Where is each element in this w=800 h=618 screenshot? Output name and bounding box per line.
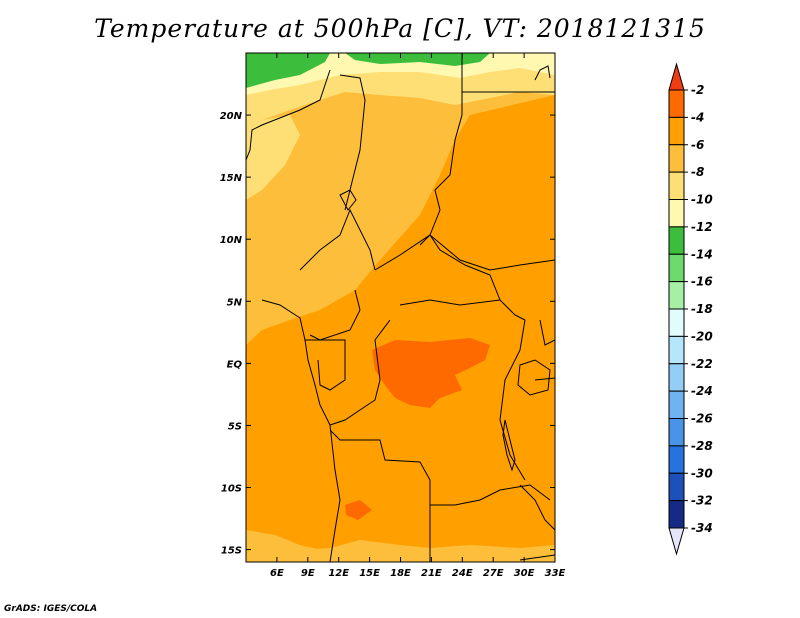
lon-tick-label: 6E — [270, 568, 284, 579]
colorbar-box — [668, 472, 685, 502]
lon-tick-label: 15E — [359, 568, 380, 579]
colorbar-box — [668, 418, 685, 447]
field-band-minus10-minus12 — [246, 53, 555, 95]
border-gabon — [305, 339, 346, 391]
lat-tick-label: 5N — [227, 297, 243, 308]
border-chad-sudan — [419, 53, 463, 246]
lat-tick-label: 10S — [221, 484, 242, 495]
border-uganda-kenya — [534, 377, 555, 381]
border-car-drc — [399, 299, 526, 321]
coastline-west-africa — [246, 69, 331, 161]
colorbar-level-label: -28 — [691, 439, 713, 453]
colorbar-triangle-top — [668, 62, 685, 91]
lon-tick-label: 27E — [483, 568, 504, 579]
border-cameroon-congo — [309, 289, 361, 341]
colorbar-level-label: -32 — [691, 494, 713, 508]
border-drc-angola — [329, 429, 455, 506]
colorbar: -2 -4 -6 -8 -10 -12 -14 -16 -18 -20 -22 -24 -26 -28 -3… — [668, 62, 713, 556]
colorbar-box — [668, 363, 685, 392]
colorbar-level-label: -20 — [691, 329, 713, 343]
coastline-angola — [329, 424, 341, 562]
colorbar-box — [668, 89, 685, 118]
coastline-gabon-cameroon — [261, 299, 331, 426]
country-borders — [246, 53, 555, 562]
lake-tanganyika — [502, 419, 516, 472]
colorbar-level-label: -12 — [691, 220, 713, 234]
field-band-minus8-south — [246, 530, 350, 562]
colorbar-box — [668, 281, 685, 310]
colorbar-level-label: -30 — [691, 466, 713, 480]
colorbar-box — [668, 226, 685, 255]
colorbar-box — [668, 308, 685, 337]
colorbar-level-label: -14 — [691, 247, 713, 261]
latitude-axis: 20N 15N 10N 5N EQ 5S 10S 15S — [220, 111, 555, 557]
colorbar-level-label: -18 — [691, 302, 713, 316]
colorbar-level-label: -2 — [691, 83, 704, 97]
colorbar-box — [668, 199, 685, 228]
lat-tick-label: EQ — [227, 359, 243, 370]
lon-tick-label: 12E — [328, 568, 349, 579]
border-nigeria-cameroon — [299, 208, 376, 271]
credit-text: GrADS: IGES/COLA — [4, 604, 98, 614]
lon-tick-label: 30E — [514, 568, 535, 579]
longitude-axis: 6E 9E 12E 15E 18E 21E 24E 27E 30E 33E — [270, 53, 566, 579]
colorbar-box — [668, 390, 685, 419]
field-band-minus12-minus14 — [246, 53, 330, 88]
colorbar-level-label: -10 — [691, 193, 713, 207]
border-drc-east — [499, 319, 526, 481]
colorbar-box — [668, 445, 685, 474]
colorbar-level-label: -8 — [691, 165, 704, 179]
border-zambia — [454, 484, 551, 506]
colorbar-box — [668, 335, 685, 365]
field-band-minus8-minus10-west — [246, 115, 300, 200]
field-band-minus12-minus14-north — [345, 53, 490, 66]
lon-tick-label: 9E — [301, 568, 315, 579]
border-congo-drc — [329, 319, 391, 426]
colorbar-box — [668, 500, 685, 529]
border-sudan-south — [429, 234, 555, 271]
colorbar-level-label: -34 — [691, 521, 713, 535]
colorbar-level-label: -26 — [691, 412, 713, 426]
lake-victoria — [517, 359, 551, 396]
lat-tick-label: 5S — [228, 421, 242, 432]
colorbar-level-label: -24 — [691, 384, 713, 398]
field-band-minus2-minus4 — [372, 338, 490, 408]
nile-sinai — [534, 65, 551, 81]
border-south — [519, 554, 555, 561]
lake-chad — [339, 189, 357, 211]
colorbar-level-label: -22 — [691, 357, 713, 371]
lon-tick-label: 18E — [390, 568, 411, 579]
lon-tick-label: 33E — [545, 568, 566, 579]
field-band-minus4-minus6 — [246, 95, 555, 550]
colorbar-box — [668, 116, 685, 146]
lat-tick-label: 20N — [220, 111, 243, 122]
lon-tick-label: 24E — [452, 568, 473, 579]
chart-title: Temperature at 500hPa [C], VT: 201812131… — [94, 14, 706, 43]
colorbar-box — [668, 144, 685, 173]
colorbar-level-label: -4 — [691, 110, 704, 124]
colorbar-box — [668, 253, 685, 283]
lat-tick-label: 15N — [220, 173, 243, 184]
border-tanzania — [519, 484, 555, 531]
temperature-field — [246, 53, 555, 562]
colorbar-level-label: -16 — [691, 275, 713, 289]
lon-tick-label: 21E — [421, 568, 442, 579]
colorbar-level-label: -6 — [691, 138, 704, 152]
lat-tick-label: 10N — [220, 235, 243, 246]
lat-tick-label: 15S — [221, 546, 242, 557]
colorbar-triangle-bottom — [668, 527, 685, 556]
border-niger-chad — [339, 74, 366, 211]
coastline-east — [539, 319, 555, 346]
colorbar-box — [668, 171, 685, 200]
field-band-minus2-minus4-south — [345, 500, 372, 520]
border-car — [374, 234, 501, 301]
